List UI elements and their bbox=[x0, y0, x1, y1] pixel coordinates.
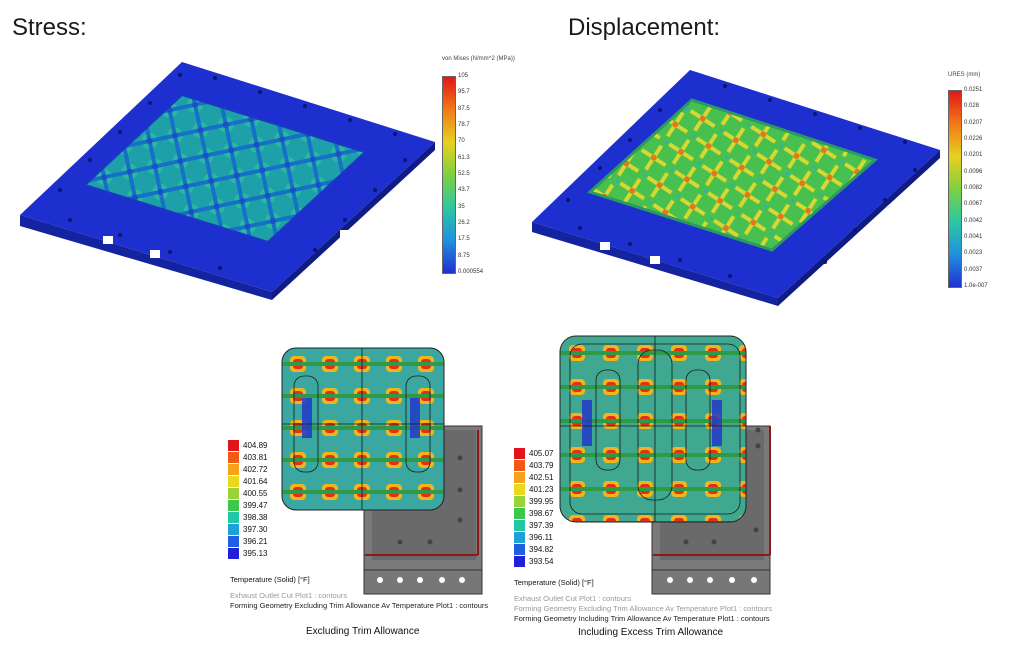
thermal-left-legend-swatch bbox=[228, 524, 239, 535]
displacement-legend-tick-label: 0.028 bbox=[964, 103, 980, 110]
thermal-left-legend-swatch bbox=[228, 500, 239, 511]
thermal-right-legend-swatch bbox=[514, 544, 525, 555]
thermal-right-note-including: Forming Geometry Including Trim Allowanc… bbox=[514, 614, 770, 623]
displacement-legend-tick-label: 0.0201 bbox=[964, 152, 983, 159]
stress-legend-tick-label: 35 bbox=[458, 203, 465, 210]
displacement-legend-tick-label: 0.0082 bbox=[964, 185, 983, 191]
thermal-left-legend-swatch bbox=[228, 488, 239, 499]
thermal-right-legend-value: 403.79 bbox=[529, 461, 554, 470]
displacement-title: Displacement: bbox=[568, 14, 721, 41]
thermal-right-legend-swatch bbox=[514, 448, 525, 459]
stress-legend-tick-label: 26.2 bbox=[458, 220, 470, 226]
stress-legend-tick-label: 0.000554 bbox=[458, 269, 484, 275]
thermal-right-caption: Including Excess Trim Allowance bbox=[578, 627, 724, 638]
stress-legend-tick-label: 8.75 bbox=[458, 252, 470, 259]
thermal-right-legend-swatch bbox=[514, 484, 525, 495]
thermal-right-legend-swatch bbox=[514, 532, 525, 543]
stress-plot: von Mises (N/mm^2 (MPa)) 105 95.7 87.5 78.7… bbox=[0, 0, 520, 310]
thermal-left-plot: 404.89 403.81 402.72 401.64 400.55 399.47 398.… bbox=[220, 330, 520, 640]
thermal-left-legend-swatch bbox=[228, 548, 239, 559]
thermal-right-legend-swatch bbox=[514, 472, 525, 483]
displacement-legend-tick-label: 0.0042 bbox=[964, 217, 983, 224]
thermal-left-legend-swatch bbox=[228, 536, 239, 547]
displacement-legend-tick-label: 0.0067 bbox=[964, 201, 983, 208]
stress-legend-tick-label: 78.7 bbox=[458, 122, 470, 128]
thermal-left-legend-swatch bbox=[228, 476, 239, 487]
thermal-left-render bbox=[281, 347, 483, 595]
thermal-left-legend-value: 400.55 bbox=[243, 489, 268, 498]
thermal-right-legend-value: 399.95 bbox=[529, 497, 554, 506]
thermal-right-plot: 405.07 403.79 402.51 401.23 399.95 398.67 397.… bbox=[508, 330, 808, 640]
thermal-right-legend-value: 401.23 bbox=[529, 485, 554, 494]
thermal-right-render bbox=[559, 335, 771, 595]
thermal-right-legend-value: 397.39 bbox=[529, 521, 554, 530]
displacement-legend-tick-label: 0.0096 bbox=[964, 168, 983, 175]
stress-color-bar bbox=[442, 76, 456, 274]
thermal-right-legend-swatch bbox=[514, 460, 525, 471]
displacement-color-bar bbox=[948, 90, 962, 288]
stress-legend-tick-label: 95.7 bbox=[458, 89, 470, 96]
thermal-right-legend-value: 405.07 bbox=[529, 449, 554, 458]
thermal-left-unit: Temperature (Solid) [°F] bbox=[230, 575, 310, 584]
thermal-right-legend-value: 394.82 bbox=[529, 545, 554, 554]
thermal-left-legend-value: 403.81 bbox=[243, 453, 268, 462]
thermal-right-legend: 405.07 403.79 402.51 401.23 399.95 398.67 397.… bbox=[514, 448, 574, 588]
thermal-left-legend-swatch bbox=[228, 512, 239, 523]
thermal-right-legend-value: 398.67 bbox=[529, 509, 554, 518]
thermal-right-legend-swatch bbox=[514, 508, 525, 519]
displacement-legend-tick-label: 0.0041 bbox=[964, 234, 983, 240]
displacement-plate-render bbox=[532, 70, 940, 306]
thermal-left-legend-swatch bbox=[228, 440, 239, 451]
displacement-legend-tick-label: 0.0207 bbox=[964, 119, 983, 126]
stress-legend-tick-label: 52.5 bbox=[458, 171, 470, 177]
thermal-left-legend-swatch bbox=[228, 464, 239, 475]
thermal-right-note-exhaust: Exhaust Outlet Cut Plot1 : contours bbox=[514, 594, 632, 603]
stress-legend-tick-label: 17.5 bbox=[458, 236, 470, 243]
thermal-left-legend: 404.89 403.81 402.72 401.64 400.55 399.47 398.… bbox=[228, 440, 288, 580]
stress-legend-tick-label: 87.5 bbox=[458, 105, 470, 112]
thermal-left-legend-value: 399.47 bbox=[243, 501, 268, 510]
thermal-right-legend-value: 402.51 bbox=[529, 473, 554, 482]
thermal-right-legend-swatch bbox=[514, 556, 525, 567]
thermal-left-legend-value: 404.89 bbox=[243, 441, 268, 450]
displacement-legend-tick-label: 0.0226 bbox=[964, 136, 983, 142]
displacement-legend-title: URES (mm) bbox=[948, 72, 981, 78]
displacement-legend-tick-label: 1.0e-007 bbox=[964, 283, 988, 289]
stress-plate-render bbox=[20, 62, 435, 300]
stress-legend-title: von Mises (N/mm^2 (MPa)) bbox=[442, 56, 515, 62]
stress-legend-tick-label: 61.3 bbox=[458, 154, 470, 161]
stress-legend-tick-label: 43.7 bbox=[458, 187, 470, 194]
displacement-legend-tick-label: 0.0251 bbox=[964, 87, 983, 93]
thermal-left-legend-swatch bbox=[228, 452, 239, 463]
thermal-right-legend-value: 396.11 bbox=[529, 533, 553, 542]
thermal-left-legend-value: 395.13 bbox=[243, 549, 268, 558]
thermal-right-legend-value: 393.54 bbox=[529, 557, 554, 566]
thermal-right-note-excluding: Forming Geometry Excluding Trim Allowanc… bbox=[514, 604, 773, 613]
thermal-right-legend-swatch bbox=[514, 520, 525, 531]
displacement-legend-tick-label: 0.0023 bbox=[964, 250, 983, 257]
thermal-left-legend-value: 402.72 bbox=[243, 465, 268, 474]
thermal-left-note-forming: Forming Geometry Excluding Trim Allowanc… bbox=[230, 601, 489, 610]
thermal-right-unit: Temperature (Solid) [°F] bbox=[514, 578, 594, 587]
thermal-left-legend-value: 397.30 bbox=[243, 525, 268, 534]
thermal-left-legend-value: 396.21 bbox=[243, 537, 268, 546]
displacement-legend-tick-label: 0.0037 bbox=[964, 266, 983, 273]
stress-legend-tick-label: 70 bbox=[458, 138, 465, 145]
thermal-left-legend-value: 398.38 bbox=[243, 513, 268, 522]
stress-legend-tick-label: 105 bbox=[458, 73, 469, 79]
thermal-left-caption: Excluding Trim Allowance bbox=[306, 626, 420, 637]
thermal-right-legend-swatch bbox=[514, 496, 525, 507]
thermal-left-legend-value: 401.64 bbox=[243, 477, 268, 486]
stress-title: Stress: bbox=[12, 14, 87, 41]
displacement-plot: URES (mm) 0.0251 0.028 0.0207 0.0226 0.0201 0… bbox=[520, 0, 1024, 310]
thermal-left-note-exhaust: Exhaust Outlet Cut Plot1 : contours bbox=[230, 591, 348, 600]
